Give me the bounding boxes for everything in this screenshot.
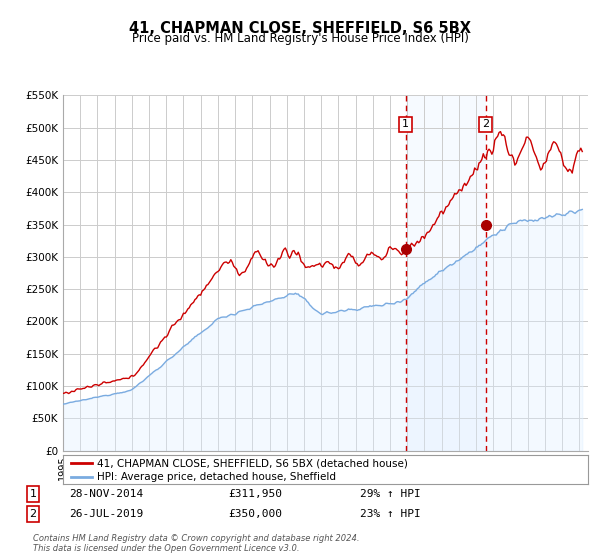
- Text: 29% ↑ HPI: 29% ↑ HPI: [360, 489, 421, 499]
- Text: 1: 1: [402, 119, 409, 129]
- Text: 23% ↑ HPI: 23% ↑ HPI: [360, 509, 421, 519]
- Text: 41, CHAPMAN CLOSE, SHEFFIELD, S6 5BX (detached house): 41, CHAPMAN CLOSE, SHEFFIELD, S6 5BX (de…: [97, 458, 408, 468]
- Text: 41, CHAPMAN CLOSE, SHEFFIELD, S6 5BX: 41, CHAPMAN CLOSE, SHEFFIELD, S6 5BX: [129, 21, 471, 36]
- Text: HPI: Average price, detached house, Sheffield: HPI: Average price, detached house, Shef…: [97, 472, 336, 482]
- Bar: [406, 95, 486, 451]
- Text: Price paid vs. HM Land Registry's House Price Index (HPI): Price paid vs. HM Land Registry's House …: [131, 32, 469, 45]
- Text: 2: 2: [29, 509, 37, 519]
- Text: 1: 1: [29, 489, 37, 499]
- Text: 28-NOV-2014: 28-NOV-2014: [69, 489, 143, 499]
- Text: £350,000: £350,000: [228, 509, 282, 519]
- Text: Contains HM Land Registry data © Crown copyright and database right 2024.: Contains HM Land Registry data © Crown c…: [33, 534, 359, 543]
- Text: 26-JUL-2019: 26-JUL-2019: [69, 509, 143, 519]
- Text: 2: 2: [482, 119, 490, 129]
- Text: This data is licensed under the Open Government Licence v3.0.: This data is licensed under the Open Gov…: [33, 544, 299, 553]
- Text: £311,950: £311,950: [228, 489, 282, 499]
